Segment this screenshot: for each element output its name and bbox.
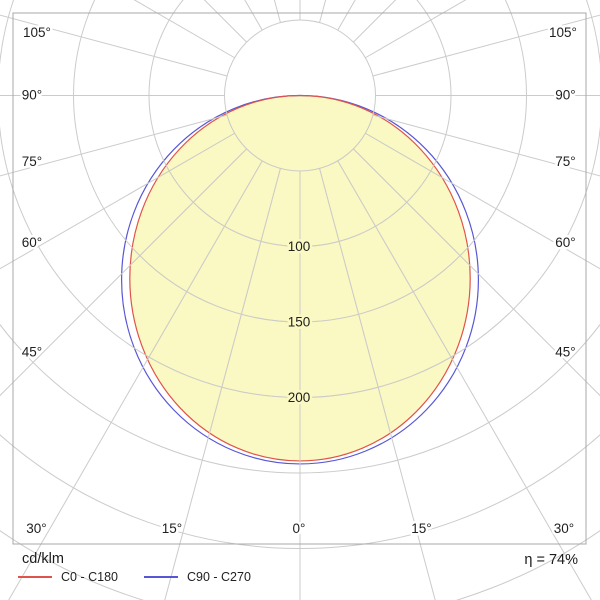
intensity-tick-label: 150 [288, 315, 311, 330]
angle-tick-label-left: 45° [22, 345, 42, 360]
legend-label-c0-c180: C0 - C180 [61, 570, 118, 584]
unit-label: cd/klm [22, 551, 64, 567]
angle-tick-label-right: 45° [555, 345, 575, 360]
plot-border [12, 12, 587, 545]
angle-tick-label-left: 60° [22, 235, 42, 250]
legend: C0 - C180 C90 - C270 [18, 570, 251, 584]
legend-line-blue [143, 576, 178, 578]
angle-tick-label-right: 90° [555, 88, 575, 103]
angle-tick-label-left: 75° [22, 154, 42, 169]
angle-tick-label-right: 60° [555, 235, 575, 250]
legend-line-red [18, 576, 52, 578]
angle-tick-label-right: 105° [549, 25, 577, 40]
angle-tick-label-left: 105° [23, 25, 51, 40]
tick-labels: 105° 90° 75° 60° 45° 105° 90° 75° 60° 45° 30° 15° 0°… [19, 23, 579, 539]
angle-tick-label-right: 75° [555, 154, 575, 169]
intensity-tick-label: 100 [288, 239, 311, 254]
angle-tick-label-bottom: 15° [162, 521, 182, 536]
angle-tick-label-bottom: 30° [26, 521, 46, 536]
efficiency-label: η = 74% [524, 552, 578, 568]
angle-tick-label-bottom: 30° [554, 521, 574, 536]
angle-tick-label-bottom: 0° [293, 521, 306, 536]
legend-item-c0-c180: C0 - C180 [18, 570, 118, 584]
legend-item-c90-c270: C90 - C270 [143, 570, 251, 584]
angle-tick-label-bottom: 15° [411, 521, 431, 536]
intensity-tick-label: 200 [288, 390, 311, 405]
angle-tick-label-left: 90° [22, 88, 42, 103]
legend-label-c90-c270: C90 - C270 [186, 570, 251, 584]
